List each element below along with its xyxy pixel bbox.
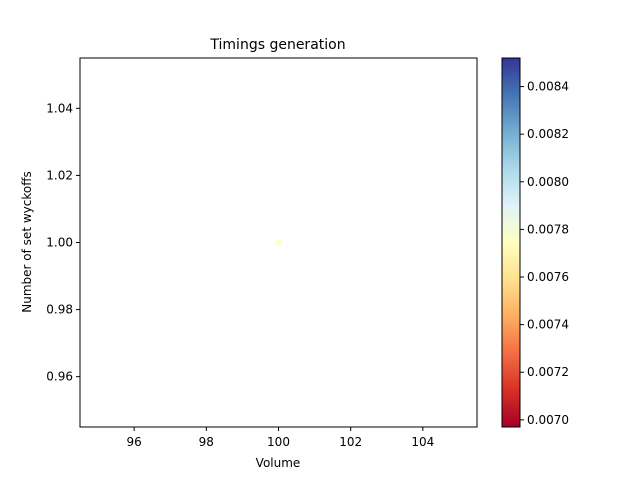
x-axis-label: Volume bbox=[256, 456, 301, 470]
colorbar bbox=[501, 57, 521, 428]
y-tick-label: 1.04 bbox=[46, 101, 73, 115]
x-tick-label: 102 bbox=[339, 435, 362, 449]
colorbar-tick-label: 0.0078 bbox=[527, 222, 569, 236]
y-tick-label: 1.02 bbox=[46, 168, 73, 182]
colorbar-tick-label: 0.0082 bbox=[527, 127, 569, 141]
y-tick-label: 1.00 bbox=[46, 236, 73, 250]
x-tick-label: 100 bbox=[267, 435, 290, 449]
chart-title: Timings generation bbox=[209, 37, 345, 53]
y-tick-label: 0.96 bbox=[46, 370, 73, 384]
y-tick-label: 0.98 bbox=[46, 303, 73, 317]
data-point bbox=[275, 239, 282, 246]
y-axis: 0.96 0.98 1.00 1.02 1.04 bbox=[46, 101, 80, 384]
colorbar-tick-label: 0.0072 bbox=[527, 365, 569, 379]
colorbar-tick-label: 0.0074 bbox=[527, 318, 569, 332]
x-tick-label: 96 bbox=[126, 435, 141, 449]
colorbar-tick-label: 0.0076 bbox=[527, 270, 569, 284]
colorbar-axis: 0.0070 0.0072 0.0074 0.0076 0.0078 0.0080 0.00… bbox=[520, 80, 569, 427]
colorbar-tick-label: 0.0070 bbox=[527, 413, 569, 427]
y-axis-label: Number of set wyckoffs bbox=[20, 171, 34, 312]
colorbar-tick-label: 0.0080 bbox=[527, 175, 569, 189]
x-tick-label: 104 bbox=[411, 435, 434, 449]
x-axis: 96 98 100 102 104 bbox=[126, 427, 434, 449]
x-tick-label: 98 bbox=[199, 435, 214, 449]
colorbar-tick-label: 0.0084 bbox=[527, 80, 569, 94]
data-points bbox=[275, 239, 282, 246]
